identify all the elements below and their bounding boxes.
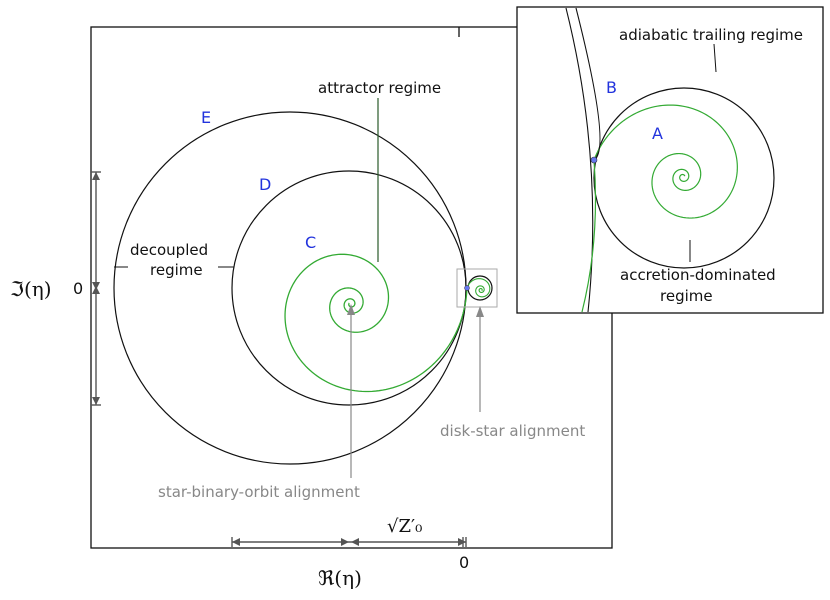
disk-star-label: disk-star alignment (440, 422, 585, 440)
attractor-label: attractor regime (318, 79, 441, 97)
curve-E-circle (113, 111, 467, 465)
scale-label: √Z′₀ (387, 516, 422, 537)
small-green-spiral (466, 278, 491, 298)
inset-curve-B-circle (593, 87, 775, 269)
label-C: C (305, 233, 316, 252)
y-zero-label: 0 (73, 279, 83, 298)
adiabatic-label: adiabatic trailing regime (619, 26, 803, 44)
x-scale-arrow-right (458, 538, 466, 546)
star-binary-arrowhead (347, 304, 355, 315)
inset-point (590, 156, 598, 164)
y-scale-arrow-mid-down (92, 282, 100, 290)
decoupled-label-line1: decoupled (130, 241, 208, 259)
x-axis-label: ℜ(η) (318, 566, 362, 590)
adiabatic-leader (713, 43, 717, 73)
curve-C-spiral (284, 253, 468, 393)
disk-star-point (464, 285, 470, 291)
y-scale-arrow-top (92, 172, 100, 180)
decoupled-label-line2: regime (150, 261, 203, 279)
inset-marker-box (456, 268, 498, 308)
x-scale-arrow-mid-l (341, 538, 349, 546)
inset-edge-curve-green (581, 159, 597, 313)
inset-edge-curve-black (565, 7, 594, 313)
x-scale-arrow-mid-r (351, 538, 359, 546)
label-D: D (259, 175, 271, 194)
label-A: A (652, 124, 663, 143)
y-axis-label: ℑ(η) (10, 277, 52, 301)
star-binary-label: star-binary-orbit alignment (158, 483, 360, 501)
x-scale-arrow-left (232, 538, 240, 546)
accretion-label-line2: regime (660, 287, 713, 305)
inset-curve-A-spiral (593, 104, 738, 219)
disk-star-arrowhead (476, 306, 484, 317)
label-B: B (606, 78, 617, 97)
inset-edge-curve-black-2 (575, 7, 601, 161)
x-zero-label: 0 (459, 553, 469, 572)
label-E: E (201, 108, 211, 127)
y-scale-arrow-bottom (92, 397, 100, 405)
accretion-label-line1: accretion-dominated (620, 266, 776, 284)
inset-content (565, 7, 775, 313)
